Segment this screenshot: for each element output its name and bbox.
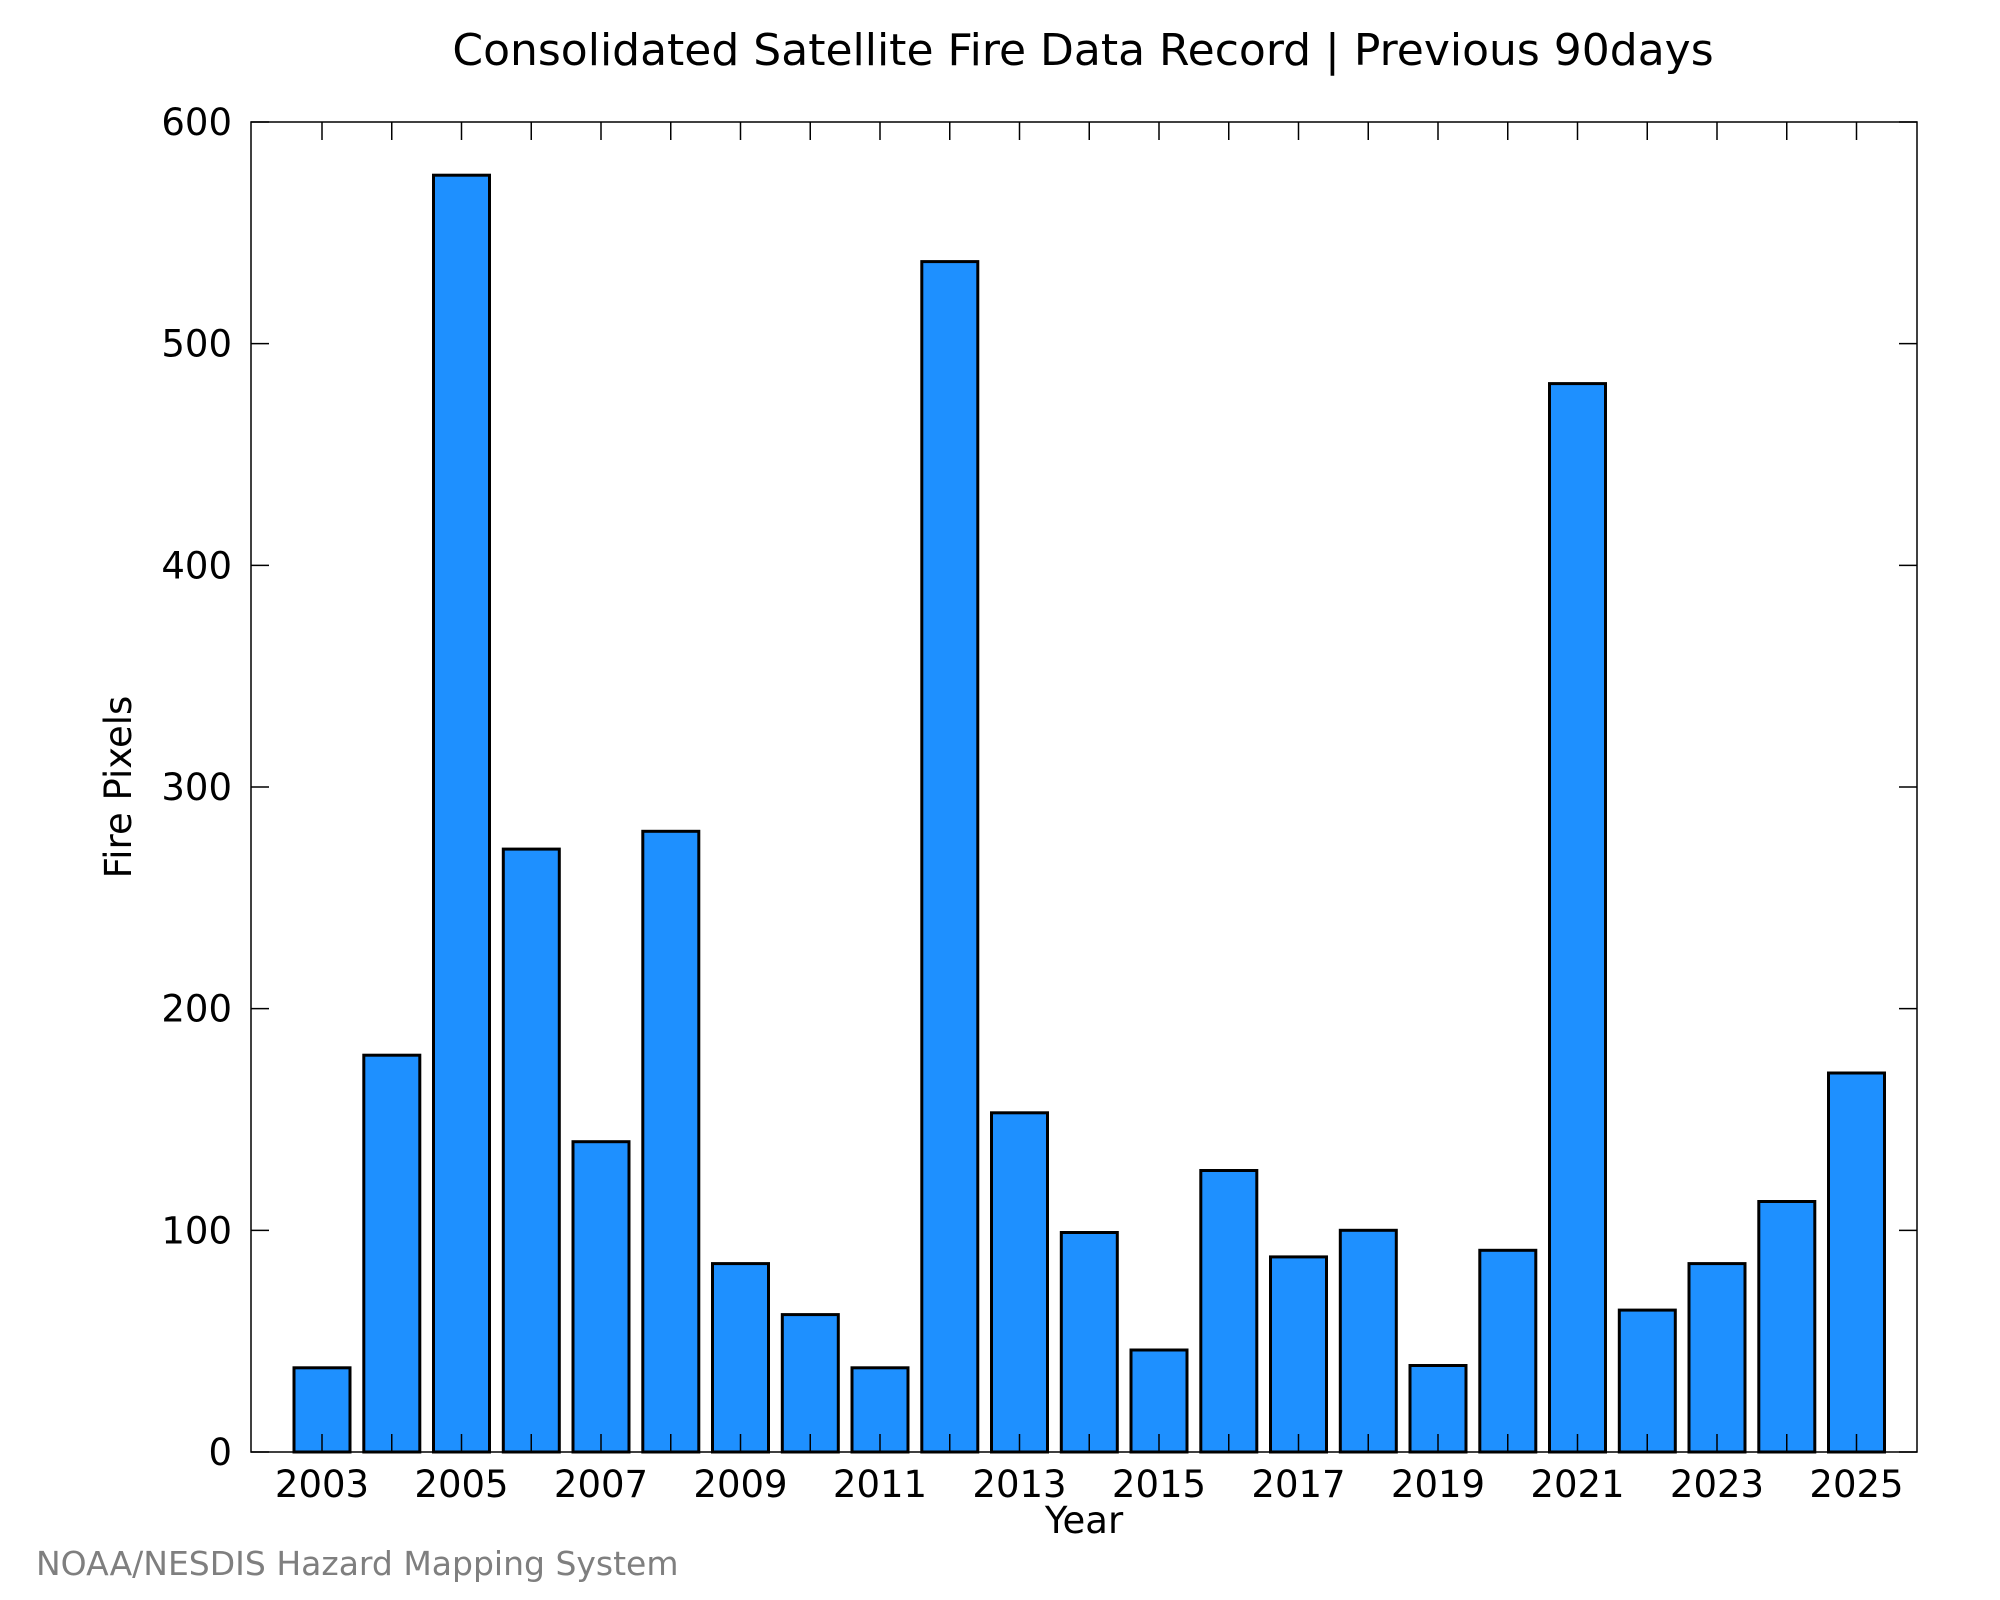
bar-2013 xyxy=(990,1111,1049,1454)
bar-2016 xyxy=(1199,1169,1259,1454)
bar-2017 xyxy=(1269,1255,1328,1454)
footer-credit: NOAA/NESDIS Hazard Mapping System xyxy=(36,1544,679,1583)
bar-2018 xyxy=(1338,1228,1398,1454)
x-tick-label-2005: 2005 xyxy=(414,1463,508,1506)
bar-2020 xyxy=(1478,1248,1538,1454)
x-tick-label-2021: 2021 xyxy=(1530,1463,1624,1506)
bar-2021 xyxy=(1548,382,1607,1454)
ticks-group xyxy=(251,121,1917,1453)
x-tick-label-2007: 2007 xyxy=(554,1463,648,1506)
bar-2008 xyxy=(641,829,701,1454)
x-tick-label-2003: 2003 xyxy=(275,1463,369,1506)
y-tick-label-500: 500 xyxy=(161,323,232,366)
x-tick-label-2025: 2025 xyxy=(1809,1463,1903,1506)
bar-2010 xyxy=(780,1313,840,1454)
y-axis-label: Fire Pixels xyxy=(97,696,140,879)
plot-frame xyxy=(250,121,1918,1453)
y-tick-label-300: 300 xyxy=(161,766,232,809)
bar-2014 xyxy=(1059,1231,1119,1454)
y-tick-label-200: 200 xyxy=(161,988,232,1031)
y-tick-label-400: 400 xyxy=(161,544,232,587)
x-tick-label-2019: 2019 xyxy=(1391,1463,1485,1506)
bar-2025 xyxy=(1827,1071,1886,1454)
y-tick-label-0: 0 xyxy=(208,1431,232,1474)
x-axis-label: Year xyxy=(1044,1499,1124,1542)
bar-2022 xyxy=(1617,1308,1677,1454)
x-tick-label-2015: 2015 xyxy=(1112,1463,1206,1506)
x-tick-label-2011: 2011 xyxy=(833,1463,927,1506)
tick-labels-group: 0 100 200 300 400 500 600 2003 2005 2007 2009 2011 2… xyxy=(161,101,1903,1506)
bars-group xyxy=(292,173,1886,1454)
bar-2024 xyxy=(1757,1200,1817,1454)
x-tick-label-2023: 2023 xyxy=(1670,1463,1764,1506)
chart-title: Consolidated Satellite Fire Data Record … xyxy=(452,25,1713,76)
x-tick-label-2009: 2009 xyxy=(693,1463,787,1506)
bar-2006 xyxy=(501,847,561,1454)
bar-2004 xyxy=(362,1053,422,1454)
bar-2009 xyxy=(711,1262,770,1454)
bar-2005 xyxy=(432,173,491,1454)
bar-2012 xyxy=(920,260,980,1454)
x-tick-label-2013: 2013 xyxy=(972,1463,1066,1506)
y-tick-label-100: 100 xyxy=(161,1209,232,1252)
y-tick-label-600: 600 xyxy=(161,101,232,144)
bar-2007 xyxy=(571,1140,631,1454)
bar-2023 xyxy=(1687,1262,1747,1454)
x-tick-label-2017: 2017 xyxy=(1251,1463,1345,1506)
